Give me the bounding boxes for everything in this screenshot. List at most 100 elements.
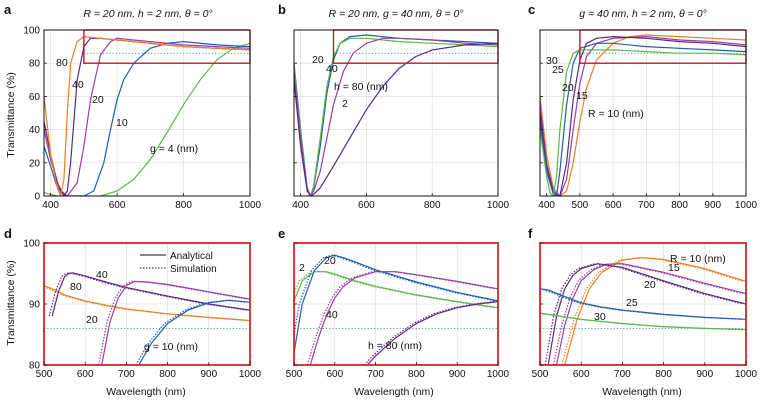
x-tick-label: 700 <box>638 200 655 211</box>
series-dotted-d-2 <box>98 280 248 365</box>
y-tick-label: 60 <box>29 92 41 103</box>
series-label-c-4: 30 <box>546 55 558 67</box>
series-line-c-2 <box>540 35 746 196</box>
series-label-d-2: 20 <box>86 314 98 326</box>
series-dotted-e-1 <box>294 254 496 339</box>
x-tick-label: 1000 <box>487 200 510 211</box>
series-label-c-3: 25 <box>552 64 564 76</box>
series-group-d <box>44 272 250 365</box>
series-dotted-e-3 <box>363 301 496 365</box>
series-label-a-3: 40 <box>72 79 84 91</box>
series-dotted-e-0 <box>294 271 496 309</box>
series-line-b-2 <box>294 37 498 196</box>
panel-label-e: e <box>278 226 285 241</box>
panel-a: g = 4 (nm) 10 20 40 80 400 600 800 1000 0 20 40 60 80… <box>23 26 261 212</box>
y-tick-label: 20 <box>29 158 41 169</box>
x-tick-label: 800 <box>424 200 441 211</box>
series-group-f <box>540 256 746 365</box>
y-tick-label: 100 <box>23 239 40 250</box>
series-line-d-3 <box>138 299 250 365</box>
series-label-c-2: 20 <box>562 82 574 94</box>
x-tick-label: 800 <box>408 369 425 380</box>
x-tick-label: 700 <box>614 369 631 380</box>
series-dotted-f-0 <box>561 256 744 365</box>
series-label-a-1: 10 <box>116 117 128 129</box>
x-tick-label: 1000 <box>735 200 758 211</box>
x-tick-label: 600 <box>358 200 375 211</box>
x-tick-label: 1000 <box>735 369 758 380</box>
panel-f: R = 10 (nm)15 20 25 30 500 600 700 800 900 1000 <box>532 242 758 380</box>
series-label-e-2: 40 <box>326 309 338 321</box>
x-tick-label: 900 <box>200 369 217 380</box>
series-label-b-3: h = 80 (nm) <box>334 81 388 93</box>
plot-frame-b <box>293 29 499 197</box>
series-label-d-3: g = 10 (nm) <box>144 341 198 353</box>
series-line-f-1 <box>555 263 746 365</box>
series-line-b-3 <box>294 42 498 196</box>
x-tick-label: 600 <box>573 369 590 380</box>
panel-d: 80 40 20 g = 10 (nm) 500 600 700 800 900 1000 80 90… <box>23 239 261 381</box>
y-tick-label: 40 <box>29 125 41 136</box>
title-b: R = 20 nm, g = 40 nm, θ = 0° <box>328 8 463 20</box>
panel-label-c: c <box>528 2 535 17</box>
series-label-f-4: 30 <box>594 311 606 323</box>
series-label-a-0: g = 4 (nm) <box>150 143 198 155</box>
series-group-a <box>44 35 250 196</box>
panel-label-b: b <box>278 2 286 17</box>
y-tick-label: 90 <box>29 300 41 311</box>
series-dotted-f-3 <box>540 288 744 320</box>
series-label-b-0: 2 <box>342 98 348 110</box>
series-dotted-d-0 <box>44 286 248 322</box>
series-line-f-2 <box>547 263 746 365</box>
series-line-b-0 <box>294 34 498 196</box>
x-tick-label: 900 <box>696 369 713 380</box>
title-c: g = 40 nm, h = 2 nm, θ = 0° <box>579 8 707 20</box>
series-group-c <box>540 34 746 196</box>
x-tick-label: 600 <box>109 200 126 211</box>
series-label-e-3: h = 80 (nm) <box>368 340 422 352</box>
x-tick-label: 400 <box>538 200 555 211</box>
x-tick-label: 1000 <box>487 369 510 380</box>
series-line-d-0 <box>44 285 250 322</box>
series-label-c-0: R = 10 (nm) <box>588 108 644 120</box>
series-label-a-4: 80 <box>56 57 68 69</box>
series-line-a-2 <box>44 37 250 196</box>
legend: Analytical Simulation <box>140 251 217 275</box>
series-line-e-3 <box>366 301 498 365</box>
series-label-b-1: 20 <box>312 54 324 66</box>
x-tick-label: 500 <box>532 369 549 380</box>
x-tick-label: 800 <box>175 200 192 211</box>
x-tick-label: 600 <box>77 369 94 380</box>
series-label-f-0: R = 10 (nm) <box>670 253 726 265</box>
series-label-f-3: 25 <box>626 297 638 309</box>
legend-dotted-label: Simulation <box>170 264 217 275</box>
x-tick-label: 500 <box>286 369 303 380</box>
series-line-c-0 <box>540 34 746 196</box>
plot-frame-c <box>539 29 747 197</box>
series-line-a-1 <box>44 40 250 196</box>
series-dotted-d-3 <box>135 299 248 365</box>
y-tick-label: 100 <box>23 26 40 37</box>
panel-label-a: a <box>4 2 12 17</box>
x-tick-label: 800 <box>655 369 672 380</box>
series-line-e-0 <box>294 271 498 309</box>
x-tick-label: 400 <box>292 200 309 211</box>
series-line-b-1 <box>294 37 498 196</box>
series-line-a-3 <box>44 37 250 196</box>
zoom-box-b <box>332 29 499 64</box>
series-label-d-1: 40 <box>96 269 108 281</box>
series-group-b <box>294 34 498 196</box>
x-tick-label: 400 <box>42 200 59 211</box>
xlabel-f: Wavelength (nm) <box>602 386 682 398</box>
series-line-a-0 <box>44 42 250 196</box>
panel-label-d: d <box>4 226 12 241</box>
legend-solid-label: Analytical <box>170 251 213 262</box>
x-tick-label: 600 <box>326 369 343 380</box>
series-dotted-f-2 <box>544 263 744 365</box>
x-tick-label: 800 <box>159 369 176 380</box>
x-tick-label: 700 <box>367 369 384 380</box>
series-label-a-2: 20 <box>92 94 104 106</box>
